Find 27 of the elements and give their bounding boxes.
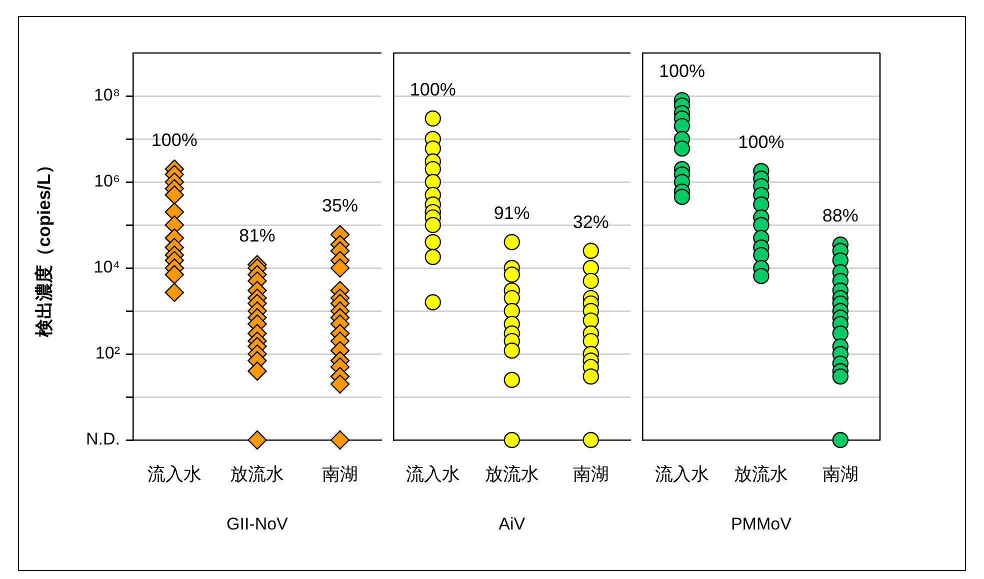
x-tick-label: 流入水	[406, 464, 460, 484]
y-tick-label: 10⁶	[94, 172, 120, 191]
annotation: 100%	[658, 61, 706, 82]
x-tick-label: 流入水	[655, 464, 709, 484]
annotation: 91%	[494, 203, 530, 224]
x-tick-label: 放流水	[230, 464, 284, 484]
x-tick-label: 放流水	[734, 464, 788, 484]
annotation: 35%	[322, 196, 358, 216]
x-tick-label: 流入水	[147, 464, 202, 484]
x-axis-title: PMMoV	[730, 514, 792, 534]
x-tick-label: 放流水	[484, 464, 539, 484]
x-tick-label: 南湖	[322, 464, 358, 484]
y-tick-label: 10²	[95, 344, 120, 363]
y-tick-label: 10⁸	[94, 86, 120, 105]
annotation: 81%	[239, 226, 276, 246]
y-axis-title: 検出濃度（copies/L）	[34, 156, 54, 338]
x-tick-label: 南湖	[822, 464, 858, 484]
y-tick-label: N.D.	[86, 430, 120, 449]
x-tick-label: 南湖	[572, 464, 609, 484]
x-axis-title: GII-NoV	[226, 514, 289, 534]
annotation: 100%	[151, 130, 198, 150]
x-axis-title: AiV	[498, 514, 526, 534]
annotation: 100%	[738, 132, 784, 152]
annotation: 100%	[410, 79, 456, 100]
y-tick-label: 10⁴	[94, 258, 120, 277]
annotation: 32%	[572, 212, 609, 232]
annotation: 88%	[822, 206, 858, 226]
